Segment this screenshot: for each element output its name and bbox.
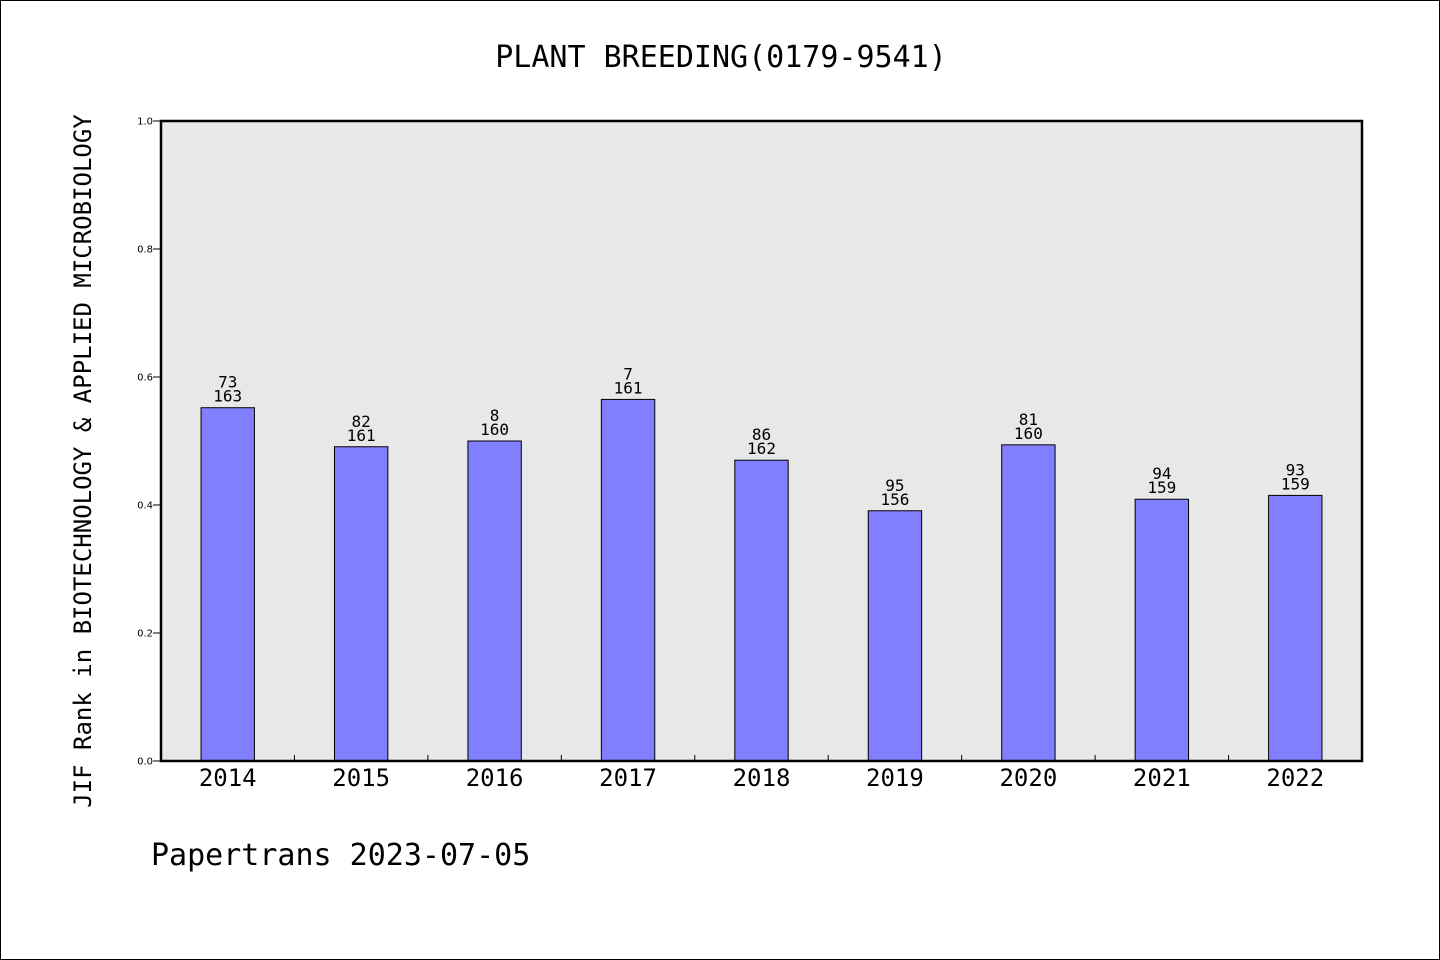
bar-2021 <box>1134 498 1190 762</box>
bar-2018 <box>734 459 789 762</box>
y-tick-label: 0.6 <box>137 373 153 384</box>
y-tick-label: 0.2 <box>137 629 153 640</box>
x-tick-label: 2021 <box>1133 764 1191 792</box>
bar-total-label: 159 <box>1281 474 1310 493</box>
bar-total-label: 160 <box>480 420 509 439</box>
y-tick-label: 0.8 <box>137 245 153 256</box>
bar-total-label: 162 <box>747 439 776 458</box>
bar-rank-label: 93 <box>1286 460 1305 479</box>
bar-total-label: 161 <box>347 426 376 445</box>
bar-2022 <box>1268 494 1323 762</box>
bar-2014 <box>200 407 255 762</box>
bar-rank-label: 82 <box>352 412 371 431</box>
x-tick-label: 2017 <box>599 764 657 792</box>
bar-total-label: 159 <box>1147 478 1176 497</box>
bar-rank-label: 8 <box>490 406 500 425</box>
x-tick-label: 2019 <box>866 764 924 792</box>
bar-rank-label: 7 <box>623 364 633 383</box>
bar-total-label: 156 <box>880 490 909 509</box>
bar-total-label: 160 <box>1014 424 1043 443</box>
bar-total-label: 163 <box>213 387 242 406</box>
plot-border <box>159 119 1364 763</box>
y-axis-label: JIF Rank in BIOTECHNOLOGY & APPLIED MICR… <box>69 114 97 808</box>
footer-credit: Papertrans 2023-07-05 <box>151 838 530 873</box>
bar-2017 <box>600 398 656 762</box>
bar-rank-label: 73 <box>218 373 237 392</box>
bar-2020 <box>1001 444 1056 762</box>
x-tick-label: 2016 <box>466 764 524 792</box>
bar-2016 <box>467 440 522 762</box>
bar-rank-label: 86 <box>752 425 771 444</box>
x-tick-label: 2020 <box>999 764 1057 792</box>
x-axis: 2014 2015 2016 2017 2018 2019 2020 2021 2022 <box>199 755 1324 792</box>
y-tick-label: 0.4 <box>137 501 153 512</box>
chart-title: PLANT BREEDING(0179-9541) <box>495 40 947 75</box>
y-tick-label: 0.0 <box>137 757 153 768</box>
x-tick-label: 2015 <box>332 764 390 792</box>
bar-rank-label: 94 <box>1152 464 1171 483</box>
x-tick-label: 2014 <box>199 764 257 792</box>
y-axis: 0.0 0.2 0.4 0.6 0.8 1.0 <box>137 117 161 768</box>
bar-rank-label: 95 <box>885 476 904 495</box>
bar-2019 <box>867 510 923 762</box>
x-tick-label: 2018 <box>733 764 791 792</box>
bar-total-label: 161 <box>614 378 643 397</box>
bar-rank-label: 81 <box>1019 410 1038 429</box>
y-tick-label: 1.0 <box>137 117 153 128</box>
bar-2015 <box>333 446 389 762</box>
x-tick-label: 2022 <box>1266 764 1324 792</box>
bars-group: 7316382161816071618616295156811609415993… <box>200 364 1323 762</box>
